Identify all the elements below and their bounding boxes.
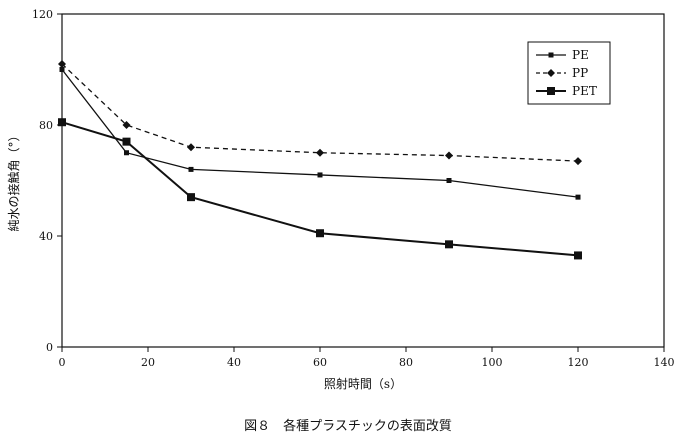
- series-pp: [58, 59, 582, 166]
- series-pe-line: [61, 69, 579, 198]
- series-pet-point: [187, 193, 195, 202]
- series-pe-point: [575, 194, 581, 200]
- series-pe-point: [317, 172, 323, 178]
- legend-pet-point: [547, 87, 555, 95]
- legend-pet-label: PET: [572, 84, 597, 98]
- y-axis-ticks: 0 40 80 120: [32, 8, 62, 354]
- legend-pp-label: PP: [572, 66, 588, 80]
- y-axis-title: 純水の接触角（°）: [6, 129, 21, 231]
- legend-box: [527, 41, 611, 105]
- series-pet-point: [316, 229, 324, 238]
- series-pet-point: [574, 251, 582, 260]
- x-tick-label: 80: [399, 356, 413, 369]
- series-pe-point: [59, 67, 65, 72]
- x-tick-label: 60: [313, 356, 327, 369]
- series-pet-point: [58, 118, 66, 127]
- legend-pe-point: [548, 52, 554, 58]
- legend-pe-label: PE: [572, 48, 589, 62]
- series-pp-point: [58, 59, 66, 68]
- legend-pp-point: [547, 69, 555, 77]
- series-pe-point: [188, 166, 194, 172]
- series-pp-point: [122, 121, 131, 129]
- y-tick-label: 80: [39, 119, 53, 132]
- series-pp-point: [187, 143, 195, 152]
- series-pet: [58, 118, 582, 260]
- series-pet-line: [61, 121, 579, 257]
- series-pe-point: [124, 150, 129, 156]
- x-axis-title: 照射時間（s）: [324, 376, 402, 391]
- y-tick-label: 40: [39, 230, 53, 243]
- series-pe: [59, 67, 581, 200]
- series-pet-point: [445, 240, 453, 249]
- x-tick-label: 40: [227, 356, 241, 369]
- series-pp-point: [574, 157, 582, 166]
- series-pet-point: [122, 137, 131, 146]
- plot-frame: [61, 13, 665, 348]
- series-layer: [58, 59, 582, 260]
- x-tick-label: 20: [141, 356, 155, 369]
- x-tick-label: 0: [59, 356, 66, 369]
- series-pp-point: [445, 151, 453, 160]
- y-tick-label: 0: [46, 341, 53, 354]
- x-axis-ticks: 0 20 40 60 80 100 120 140: [59, 347, 675, 369]
- series-pp-line: [61, 63, 579, 162]
- x-tick-label: 120: [568, 356, 589, 369]
- series-pp-point: [316, 148, 324, 157]
- legend: PE PP PET: [527, 41, 611, 105]
- x-tick-label: 140: [654, 356, 675, 369]
- plot-area: [61, 13, 665, 348]
- y-tick-label: 120: [32, 8, 53, 21]
- x-tick-label: 100: [482, 356, 503, 369]
- series-pe-point: [446, 178, 452, 183]
- figure-caption: 図８ 各種プラスチックの表面改質: [244, 418, 452, 434]
